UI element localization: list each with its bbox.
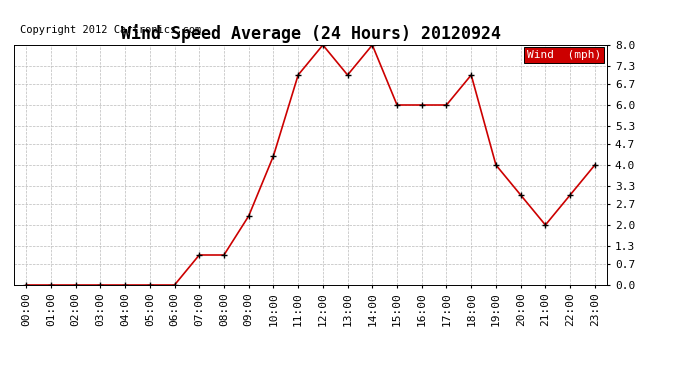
- Text: Wind  (mph): Wind (mph): [527, 50, 601, 60]
- Text: Copyright 2012 Cartronics.com: Copyright 2012 Cartronics.com: [20, 26, 201, 35]
- Title: Wind Speed Average (24 Hours) 20120924: Wind Speed Average (24 Hours) 20120924: [121, 24, 500, 44]
